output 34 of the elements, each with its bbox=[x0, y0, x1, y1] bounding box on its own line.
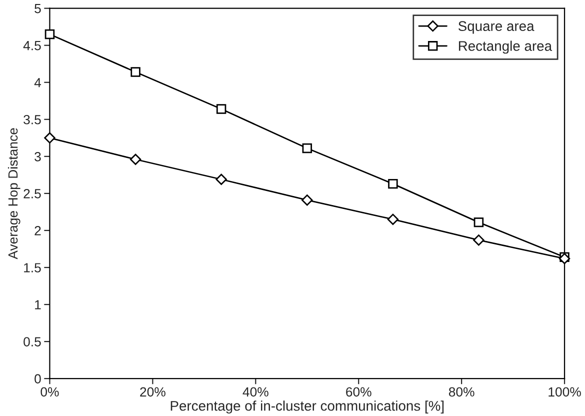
legend-label: Square area bbox=[458, 21, 534, 34]
point bbox=[44, 132, 56, 144]
x-axis-title: Percentage of in-cluster communications [%] bbox=[170, 400, 444, 414]
y-tick-label: 2 bbox=[34, 226, 41, 236]
point bbox=[473, 234, 484, 246]
y-tick-label: 1.5 bbox=[24, 263, 41, 272]
point bbox=[387, 214, 399, 225]
y-tick-label: 3.5 bbox=[24, 114, 41, 124]
point bbox=[216, 174, 227, 185]
x-tick-label: 40% bbox=[242, 387, 268, 397]
y-tick-label: 3 bbox=[34, 152, 41, 162]
y-tick-label: 5 bbox=[34, 4, 41, 14]
x-tick-label: 60% bbox=[346, 387, 372, 397]
point bbox=[474, 217, 484, 228]
point bbox=[130, 154, 142, 165]
point bbox=[44, 29, 55, 40]
y-tick-label: 2.5 bbox=[24, 189, 41, 198]
y-tick-label: 0.5 bbox=[24, 337, 41, 346]
x-tick-label: 80% bbox=[448, 387, 474, 397]
x-tick-label: 100% bbox=[548, 387, 581, 397]
y-tick-label: 0 bbox=[34, 374, 41, 384]
x-tick-label: 20% bbox=[140, 387, 166, 397]
y-tick-label: 4 bbox=[34, 78, 42, 88]
x-tick-label: 0% bbox=[40, 387, 59, 397]
point bbox=[302, 194, 313, 206]
point bbox=[388, 178, 398, 189]
point bbox=[216, 104, 226, 114]
y-axis-title: Average Hop Distance bbox=[8, 128, 20, 260]
legend-label: Rectangle area bbox=[458, 40, 552, 54]
y-tick-label: 1 bbox=[35, 300, 41, 310]
point bbox=[130, 67, 140, 77]
point bbox=[558, 252, 570, 264]
y-tick-label: 4.5 bbox=[23, 41, 41, 50]
point bbox=[302, 143, 312, 154]
